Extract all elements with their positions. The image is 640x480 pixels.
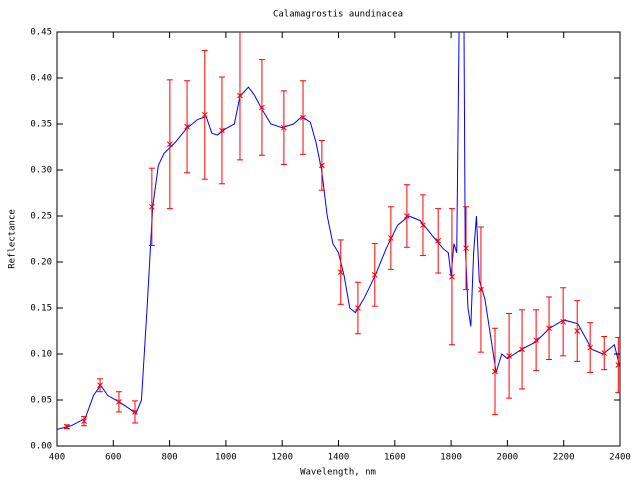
error-bar xyxy=(477,226,484,353)
error-bar xyxy=(236,32,243,161)
data-point xyxy=(404,213,410,219)
data-point xyxy=(463,245,469,252)
data-point xyxy=(319,162,325,169)
data-point xyxy=(420,222,426,229)
x-tick-label: 1800 xyxy=(440,453,462,463)
data-point xyxy=(337,269,344,275)
error-bar xyxy=(258,59,265,156)
error-bar xyxy=(81,416,88,427)
x-tick-label: 2200 xyxy=(553,453,575,463)
error-bar xyxy=(533,309,540,372)
data-point xyxy=(355,305,361,311)
error-bar xyxy=(403,184,410,248)
data-point xyxy=(533,337,539,344)
data-point xyxy=(63,423,70,430)
error-bar xyxy=(166,79,173,210)
error-bar xyxy=(387,206,394,270)
error-bar xyxy=(300,80,307,155)
y-tick-label: 0.25 xyxy=(30,212,52,222)
x-tick-label: 1000 xyxy=(215,453,237,463)
data-point xyxy=(519,346,525,353)
data-point xyxy=(615,362,620,368)
data-point xyxy=(449,273,455,280)
error-bar xyxy=(492,327,499,416)
error-bar xyxy=(463,206,470,291)
data-point xyxy=(371,272,378,278)
error-bar xyxy=(97,378,104,393)
x-tick-label: 600 xyxy=(105,453,121,463)
data-point xyxy=(167,141,173,148)
data-point xyxy=(300,114,306,121)
data-point xyxy=(132,409,138,415)
data-point xyxy=(587,344,594,351)
error-bar xyxy=(131,400,138,424)
spectrum-line xyxy=(57,32,620,430)
data-point xyxy=(237,92,243,99)
error-bar xyxy=(574,300,581,362)
error-bar xyxy=(506,313,513,399)
data-point xyxy=(601,350,608,356)
data-point xyxy=(506,352,512,359)
x-tick-label: 2000 xyxy=(497,453,519,463)
x-axis-label: Wavelength, nm xyxy=(300,468,376,478)
error-bar xyxy=(371,243,378,307)
data-point xyxy=(201,111,208,118)
error-bar xyxy=(280,90,287,165)
y-tick-label: 0.45 xyxy=(30,28,52,38)
error-bar xyxy=(354,281,361,335)
y-tick-label: 0.35 xyxy=(30,120,52,130)
plot-area xyxy=(57,32,620,430)
error-bar xyxy=(519,309,526,390)
data-point xyxy=(574,328,581,334)
y-axis-label: Reflectance xyxy=(8,209,18,269)
y-tick-label: 0.15 xyxy=(30,304,52,314)
error-bar xyxy=(63,423,70,430)
data-point xyxy=(81,418,87,425)
y-tick-label: 0.20 xyxy=(30,258,52,268)
y-tick-label: 0.10 xyxy=(30,350,52,360)
data-point xyxy=(184,123,190,130)
x-tick-label: 2400 xyxy=(609,453,631,463)
x-tick-label: 1200 xyxy=(271,453,293,463)
x-tick-label: 800 xyxy=(161,453,177,463)
error-bar xyxy=(615,336,620,394)
chart-title: Calamagrostis aundinacea xyxy=(273,10,403,20)
error-bar xyxy=(115,391,122,413)
error-bar xyxy=(546,296,553,361)
error-bar xyxy=(318,140,325,191)
error-bar xyxy=(337,239,344,305)
data-point xyxy=(560,318,566,325)
error-bar xyxy=(419,194,426,257)
y-tick-label: 0.40 xyxy=(30,74,52,84)
error-bar xyxy=(435,208,442,274)
error-bar xyxy=(560,287,567,357)
data-point xyxy=(97,382,103,389)
error-bar xyxy=(587,322,594,373)
data-point xyxy=(388,235,394,241)
data-point xyxy=(219,127,225,134)
data-point xyxy=(149,203,155,210)
error-bar xyxy=(201,49,208,180)
data-point xyxy=(435,237,442,244)
data-point xyxy=(116,398,122,405)
data-point xyxy=(478,286,484,293)
error-bar xyxy=(218,76,225,185)
error-bar xyxy=(148,167,155,246)
data-point xyxy=(259,104,265,111)
y-tick-label: 0.05 xyxy=(30,396,52,406)
x-tick-label: 1600 xyxy=(384,453,406,463)
data-point xyxy=(546,325,552,332)
error-bar xyxy=(184,80,191,174)
y-tick-label: 0.00 xyxy=(30,442,52,452)
y-tick-label: 0.30 xyxy=(30,166,52,176)
data-point xyxy=(492,368,498,375)
plot-frame xyxy=(56,31,621,447)
x-tick-label: 400 xyxy=(49,453,65,463)
x-tick-label: 1400 xyxy=(328,453,350,463)
error-bar xyxy=(601,336,608,371)
data-point xyxy=(281,124,287,131)
error-bar xyxy=(448,208,455,346)
